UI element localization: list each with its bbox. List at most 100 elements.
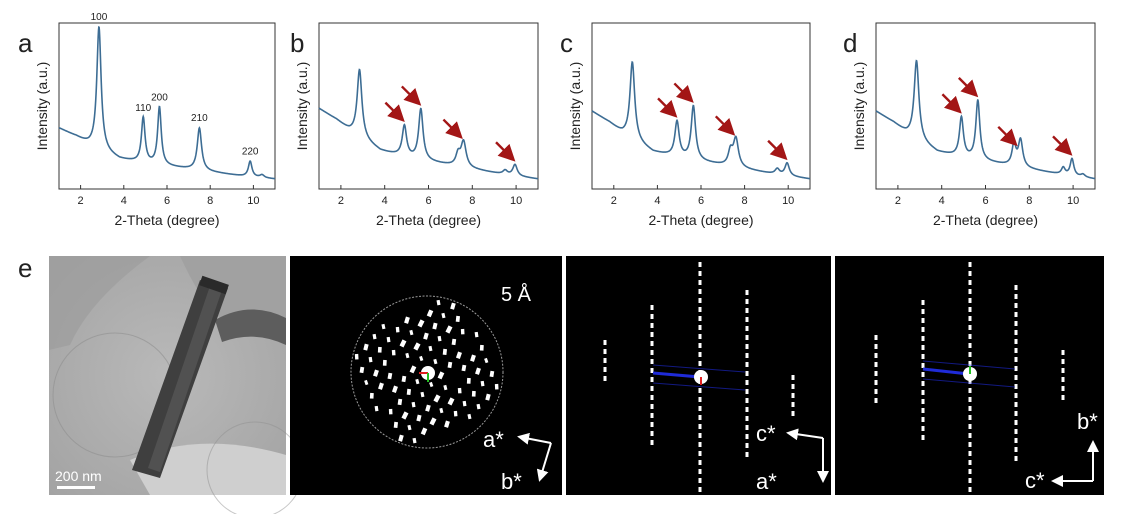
diffraction-spot bbox=[461, 364, 467, 372]
panel-label-e: e bbox=[18, 253, 33, 283]
y-axis-label: Intensity (a.u.) bbox=[34, 62, 50, 151]
diffraction-spot bbox=[698, 307, 702, 312]
axis-label-a-star: a* bbox=[756, 469, 777, 494]
diffraction-spot bbox=[791, 375, 795, 380]
plot-frame bbox=[58, 22, 276, 190]
resolution-ring bbox=[350, 295, 504, 449]
diffraction-spot bbox=[745, 380, 749, 385]
diffraction-spot bbox=[393, 421, 399, 428]
x-tick-label: 4 bbox=[654, 195, 660, 207]
diffraction-spot bbox=[921, 417, 925, 422]
diffraction-spot bbox=[968, 424, 972, 429]
diffraction-spot bbox=[745, 317, 749, 322]
diffraction-spot bbox=[698, 442, 702, 447]
axis-label-b-star: b* bbox=[501, 469, 522, 494]
diffraction-spot bbox=[1014, 285, 1018, 290]
diffraction-spot bbox=[407, 424, 412, 431]
diffraction-spot bbox=[968, 406, 972, 411]
diffraction-spot bbox=[698, 424, 702, 429]
diffraction-spot bbox=[968, 343, 972, 348]
diffraction-spot bbox=[745, 443, 749, 448]
diffraction-spot bbox=[444, 420, 450, 428]
peak-arrow bbox=[495, 141, 516, 162]
diffraction-spot bbox=[391, 385, 398, 393]
diffraction-spot bbox=[968, 334, 972, 339]
diffraction-spot bbox=[401, 375, 407, 383]
diffraction-spot bbox=[372, 333, 377, 340]
diffraction-spot bbox=[395, 326, 400, 333]
peak-arrow bbox=[673, 82, 694, 103]
peak-label: 210 bbox=[191, 113, 208, 124]
diffraction-spot bbox=[1014, 357, 1018, 362]
diffraction-spot bbox=[603, 367, 607, 372]
diffraction-spot bbox=[745, 290, 749, 295]
diffraction-spot bbox=[455, 315, 461, 322]
xrd-chart-c: 2 4 6 8 10 2-Theta (degree) Intensity (a.u.) bbox=[567, 22, 811, 228]
diffraction-spot bbox=[364, 379, 369, 386]
x-axis-label: 2-Theta (degree) bbox=[933, 212, 1038, 228]
diffraction-spot bbox=[921, 318, 925, 323]
diffraction-spot bbox=[650, 422, 654, 427]
diffraction-spot bbox=[479, 344, 484, 351]
diffraction-spot bbox=[650, 314, 654, 319]
diffraction-spot bbox=[1014, 393, 1018, 398]
y-axis-label: Intensity (a.u.) bbox=[567, 62, 583, 151]
x-tick-label: 2 bbox=[78, 195, 84, 207]
diffraction-spot bbox=[437, 335, 442, 342]
axis-label-a-star: a* bbox=[483, 427, 504, 452]
diffraction-spot bbox=[388, 408, 393, 415]
diffraction-spot bbox=[745, 335, 749, 340]
diffraction-spot bbox=[386, 336, 391, 343]
diffraction-spot bbox=[409, 365, 417, 374]
diffraction-spot bbox=[443, 384, 448, 391]
diffraction-spot bbox=[698, 460, 702, 465]
diffraction-spot bbox=[415, 378, 420, 385]
diffraction-spot bbox=[471, 390, 476, 397]
diffraction-spot bbox=[399, 339, 407, 348]
diffraction-spot bbox=[698, 469, 702, 474]
peak-label: 100 bbox=[91, 12, 108, 23]
x-tick-label: 10 bbox=[247, 195, 259, 207]
x-tick-label: 4 bbox=[121, 195, 127, 207]
diffraction-spot bbox=[1014, 348, 1018, 353]
diffraction-spot bbox=[429, 417, 437, 426]
diffraction-spot bbox=[441, 312, 446, 319]
x-axis-label: 2-Theta (degree) bbox=[114, 212, 219, 228]
diffraction-spot bbox=[874, 344, 878, 349]
axis-arrow-a-star bbox=[517, 432, 552, 445]
diffraction-spot bbox=[968, 307, 972, 312]
y-axis-label: Intensity (a.u.) bbox=[851, 62, 867, 151]
peak-arrow bbox=[997, 125, 1018, 147]
tem-scale-bar bbox=[57, 486, 95, 489]
diffraction-spot bbox=[968, 397, 972, 402]
diffraction-spot bbox=[698, 388, 702, 393]
diffraction-spot bbox=[921, 372, 925, 377]
diffraction-spot bbox=[968, 388, 972, 393]
diffraction-spot bbox=[874, 380, 878, 385]
diffraction-spot bbox=[455, 351, 462, 359]
diffraction-spot bbox=[650, 341, 654, 346]
diffraction-spot bbox=[1014, 339, 1018, 344]
diffraction-spot bbox=[404, 316, 410, 324]
diffraction-spot bbox=[791, 384, 795, 389]
diffraction-spot bbox=[698, 271, 702, 276]
diffraction-spot bbox=[791, 402, 795, 407]
diffraction-spot bbox=[968, 289, 972, 294]
diffraction-spot bbox=[745, 371, 749, 376]
diffraction-spot bbox=[1061, 377, 1065, 382]
diffraction-spot bbox=[374, 405, 379, 412]
diffraction-spot bbox=[698, 415, 702, 420]
diffraction-spot bbox=[368, 356, 373, 363]
tem-crystal-end bbox=[199, 275, 229, 295]
diffraction-spot bbox=[650, 404, 654, 409]
panel-label-c: c bbox=[560, 28, 573, 58]
diffraction-spot bbox=[466, 377, 471, 384]
diffraction-spot bbox=[698, 406, 702, 411]
diffraction-spot bbox=[433, 358, 438, 365]
diffraction-spot bbox=[369, 392, 374, 399]
diffraction-spot bbox=[1014, 312, 1018, 317]
diffraction-spots bbox=[354, 299, 499, 444]
diffraction-spot bbox=[745, 362, 749, 367]
diffraction-spot bbox=[409, 329, 414, 336]
diffraction-spot bbox=[420, 391, 425, 398]
